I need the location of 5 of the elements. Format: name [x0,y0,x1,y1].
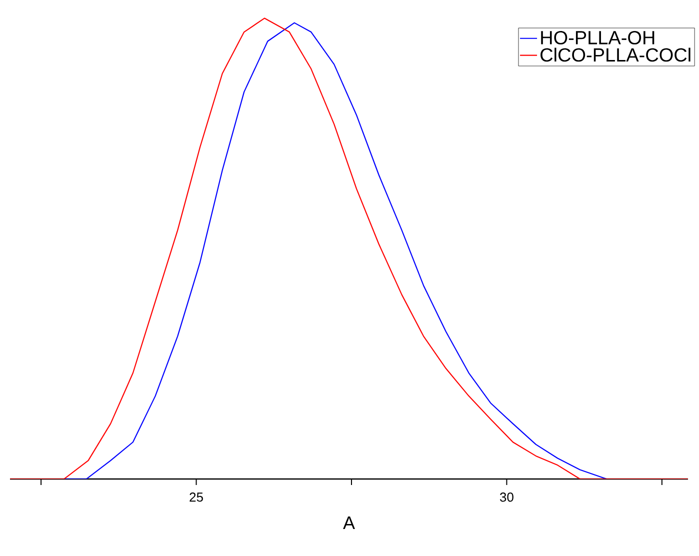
x-tick-label: 30 [500,492,514,502]
x-axis-title: A [343,516,355,529]
legend-label: HO-PLLA-OH [541,30,654,44]
legend-label: ClCO-PLLA-COCl [540,48,690,62]
x-tick-label: 25 [190,492,203,502]
